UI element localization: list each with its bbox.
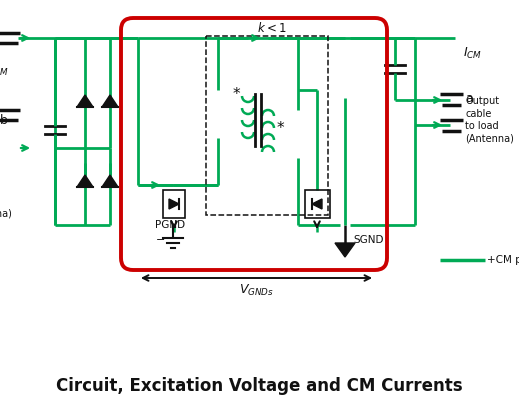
Polygon shape (102, 95, 118, 107)
Polygon shape (77, 175, 93, 187)
Text: Output
cable
to load
(Antenna): Output cable to load (Antenna) (465, 96, 514, 144)
Text: Input
cable
to grid
(Antenna): Input cable to grid (Antenna) (0, 171, 12, 219)
Text: $k < 1$: $k < 1$ (257, 21, 287, 35)
Text: $V_{GNDs}$: $V_{GNDs}$ (239, 282, 274, 297)
Bar (163, 190, 185, 218)
Polygon shape (312, 199, 322, 209)
Text: Circuit, Excitation Voltage and CM Currents: Circuit, Excitation Voltage and CM Curre… (56, 377, 463, 395)
Text: a: a (465, 91, 473, 104)
Polygon shape (77, 95, 93, 107)
Text: SGND: SGND (353, 235, 384, 245)
Polygon shape (102, 175, 118, 187)
Polygon shape (335, 243, 355, 257)
Bar (305, 190, 330, 218)
Text: $I_{CM}$: $I_{CM}$ (0, 62, 9, 78)
Text: *: * (232, 87, 240, 102)
Text: +CM path: +CM path (487, 255, 519, 265)
Text: $I_{CM}$: $I_{CM}$ (463, 45, 482, 60)
Text: PGND: PGND (155, 220, 185, 230)
Text: *: * (276, 120, 284, 135)
Text: b: b (0, 113, 8, 126)
Text: −: − (156, 235, 166, 245)
Polygon shape (169, 199, 179, 209)
